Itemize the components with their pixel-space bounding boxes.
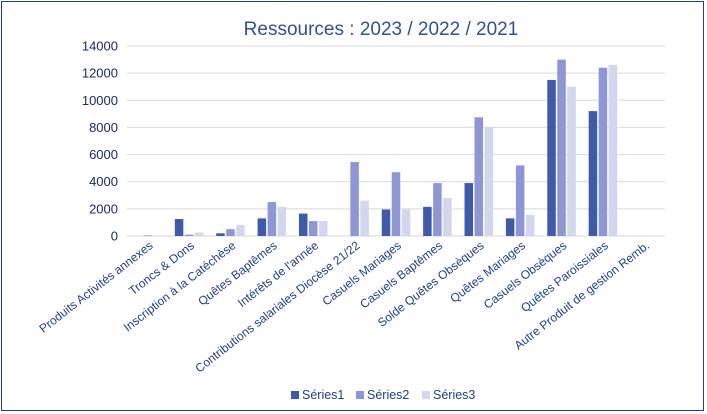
- bar-Séries3-10: [567, 86, 576, 236]
- bar-Séries1-10: [547, 79, 556, 236]
- bar-Séries3-8: [484, 127, 494, 236]
- bar-Séries2-10: [557, 59, 566, 237]
- y-tick-label-12000: 12000: [82, 66, 118, 81]
- bar-Séries2-4: [308, 221, 318, 236]
- bar-Séries2-9: [515, 165, 525, 236]
- bar-Séries3-9: [525, 214, 535, 236]
- bars: [143, 59, 618, 237]
- bar-Séries3-7: [443, 198, 452, 236]
- legend-swatch-Séries2: [356, 391, 364, 399]
- bar-Séries1-4: [298, 213, 308, 236]
- bar-Séries3-4: [318, 221, 328, 236]
- y-tick-label-2000: 2000: [89, 201, 118, 216]
- bar-Séries2-3: [267, 202, 277, 236]
- legend-label-Séries2: Séries2: [367, 388, 409, 402]
- bar-Séries1-7: [423, 206, 432, 236]
- y-tick-label-6000: 6000: [89, 147, 118, 162]
- bar-Séries3-3: [277, 206, 287, 236]
- bar-Séries3-6: [401, 209, 411, 236]
- bar-Séries2-11: [598, 67, 608, 236]
- bar-Séries3-5: [360, 200, 369, 236]
- bar-Séries1-6: [381, 209, 391, 236]
- y-tick-label-0: 0: [111, 229, 118, 244]
- bar-Séries2-5: [350, 162, 359, 236]
- bar-Séries2-0: [143, 235, 152, 236]
- bar-Séries1-11: [588, 111, 598, 236]
- bar-Séries2-1: [184, 234, 194, 236]
- y-tick-label-14000: 14000: [82, 39, 118, 54]
- legend-swatch-Séries3: [422, 391, 430, 399]
- bar-Séries2-6: [391, 172, 401, 236]
- y-tick-label-4000: 4000: [89, 174, 118, 189]
- bar-Séries3-2: [236, 225, 245, 236]
- bar-Séries2-8: [474, 117, 484, 236]
- bar-Séries1-2: [216, 233, 225, 236]
- bar-Séries1-3: [257, 218, 267, 236]
- y-axis-ticks: 0 2000 4000 6000 8000 10000 12000 14000: [82, 39, 118, 244]
- legend: Séries1 Séries2 Séries3: [291, 388, 475, 402]
- bar-Séries1-8: [464, 183, 474, 236]
- bar-Séries2-7: [433, 183, 442, 236]
- y-tick-label-8000: 8000: [89, 120, 118, 135]
- legend-label-Séries3: Séries3: [433, 388, 475, 402]
- bar-Séries2-2: [226, 229, 235, 236]
- bar-Séries1-9: [505, 218, 515, 236]
- bar-Séries3-11: [608, 65, 618, 236]
- chart-title: Ressources : 2023 / 2022 / 2021: [244, 19, 519, 40]
- bar-Séries1-1: [174, 219, 184, 236]
- bar-Séries3-1: [194, 232, 204, 236]
- legend-label-Séries1: Séries1: [302, 388, 344, 402]
- y-tick-label-10000: 10000: [82, 93, 118, 108]
- legend-swatch-Séries1: [291, 391, 299, 399]
